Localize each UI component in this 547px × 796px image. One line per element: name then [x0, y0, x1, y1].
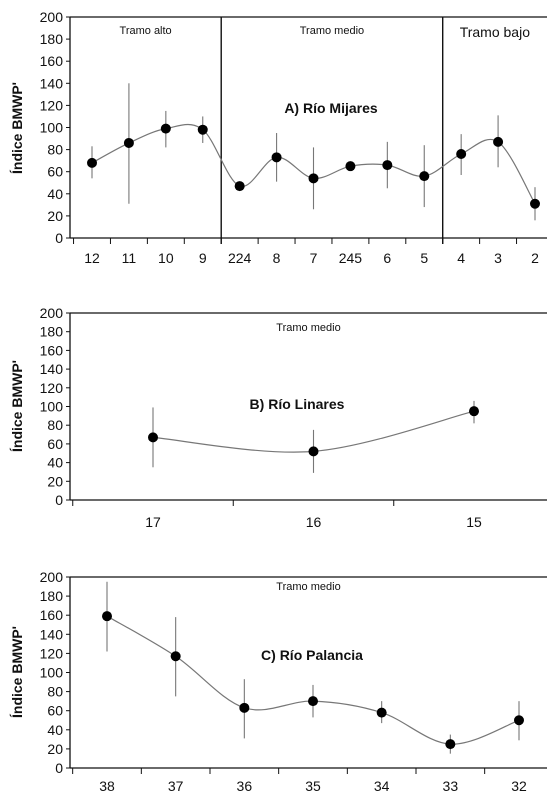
chart-panel-3: 0 20 40 60 80 100 120 140 160 180 200 Índice BMWP' 3… [9, 569, 547, 794]
y-tick-label: 80 [47, 142, 63, 158]
y-tick-label: 0 [55, 492, 63, 508]
y-tick-label: 40 [47, 722, 63, 738]
panel-title: C) Río Palancia [261, 647, 363, 663]
y-tick-label: 160 [40, 607, 64, 623]
x-tick-label: 2 [531, 250, 539, 266]
y-tick-label: 20 [47, 473, 63, 489]
y-tick-label: 100 [40, 120, 64, 136]
y-tick-label: 140 [40, 361, 64, 377]
x-tick-label: 11 [122, 250, 137, 266]
y-tick-label: 120 [40, 97, 64, 113]
y-tick-label: 100 [40, 399, 64, 415]
data-point [445, 739, 456, 750]
section-label: Tramo bajo [460, 24, 531, 40]
data-point [239, 702, 250, 713]
data-point [376, 707, 387, 718]
y-tick-label: 200 [40, 305, 64, 321]
data-point [514, 715, 524, 726]
data-point [456, 149, 467, 160]
y-tick-label: 160 [40, 53, 64, 69]
y-tick-label: 80 [47, 684, 63, 700]
section-label: Tramo medio [276, 322, 340, 334]
y-tick-label: 200 [40, 9, 64, 25]
panel-title: B) Río Linares [250, 396, 345, 412]
x-tick-label: 32 [511, 778, 527, 794]
data-point [87, 157, 97, 168]
x-tick-label: 36 [237, 778, 253, 794]
x-tick-label: 9 [199, 250, 207, 266]
data-point [469, 406, 479, 417]
section-label: Tramo medio [300, 25, 364, 37]
y-tick-label: 40 [47, 455, 63, 471]
y-tick-label: 60 [47, 703, 63, 719]
x-tick-label: 6 [383, 250, 391, 266]
data-point [419, 171, 430, 182]
data-point [345, 161, 356, 172]
x-tick-label: 5 [420, 250, 428, 266]
y-tick-label: 160 [40, 342, 64, 358]
data-point [170, 651, 181, 662]
y-tick-label: 120 [40, 380, 64, 396]
data-point [234, 181, 245, 192]
data-point [493, 136, 504, 147]
x-tick-label: 38 [99, 778, 115, 794]
y-tick-label: 140 [40, 75, 64, 91]
data-point [148, 432, 158, 443]
y-tick-label: 80 [47, 417, 63, 433]
section-label: Tramo alto [120, 25, 172, 37]
x-tick-label: 37 [168, 778, 184, 794]
y-tick-label: 180 [40, 31, 64, 47]
y-tick-label: 200 [40, 569, 64, 585]
y-tick-label: 180 [40, 324, 64, 340]
y-tick-label: 180 [40, 588, 64, 604]
x-tick-label: 16 [306, 514, 322, 530]
x-tick-label: 4 [457, 250, 465, 266]
x-tick-label: 245 [339, 250, 363, 266]
y-tick-label: 0 [55, 230, 63, 246]
data-point [382, 160, 393, 171]
chart-panel-2: 0 20 40 60 80 100 120 140 160 180 200 Índice BMWP' 1… [9, 305, 547, 530]
y-tick-label: 100 [40, 665, 64, 681]
y-tick-label: 120 [40, 645, 64, 661]
y-axis-title: Índice BMWP' [9, 360, 25, 452]
x-tick-label: 35 [305, 778, 321, 794]
data-point [160, 123, 171, 134]
x-tick-label: 8 [273, 250, 281, 266]
x-tick-label: 12 [84, 250, 100, 266]
y-tick-label: 40 [47, 186, 63, 202]
x-tick-label: 10 [158, 250, 174, 266]
data-point [308, 173, 319, 184]
x-tick-label: 15 [466, 514, 482, 530]
data-point [530, 198, 540, 209]
data-point [271, 152, 282, 163]
y-tick-label: 20 [47, 208, 63, 224]
panel-title: A) Río Mijares [284, 100, 378, 116]
y-tick-label: 60 [47, 164, 63, 180]
y-axis-title: Índice BMWP' [9, 626, 25, 718]
data-point [102, 611, 112, 622]
x-tick-label: 34 [374, 778, 390, 794]
data-point [197, 124, 208, 135]
y-tick-label: 140 [40, 626, 64, 642]
x-tick-label: 7 [310, 250, 318, 266]
y-tick-label: 20 [47, 741, 63, 757]
y-axis-title: Índice BMWP' [9, 82, 25, 174]
chart-panel-1: 0 20 40 60 80 100 120 140 160 180 200 Índice BMWP' 1… [9, 9, 547, 266]
section-label: Tramo medio [276, 581, 340, 593]
x-tick-label: 3 [494, 250, 502, 266]
x-tick-label: 224 [228, 250, 252, 266]
y-tick-label: 60 [47, 436, 63, 452]
data-point [308, 446, 319, 457]
y-tick-label: 0 [55, 760, 63, 776]
x-tick-label: 33 [443, 778, 459, 794]
series-line [106, 615, 520, 745]
data-point [123, 137, 134, 148]
x-tick-label: 17 [145, 514, 161, 530]
data-point [308, 696, 318, 707]
